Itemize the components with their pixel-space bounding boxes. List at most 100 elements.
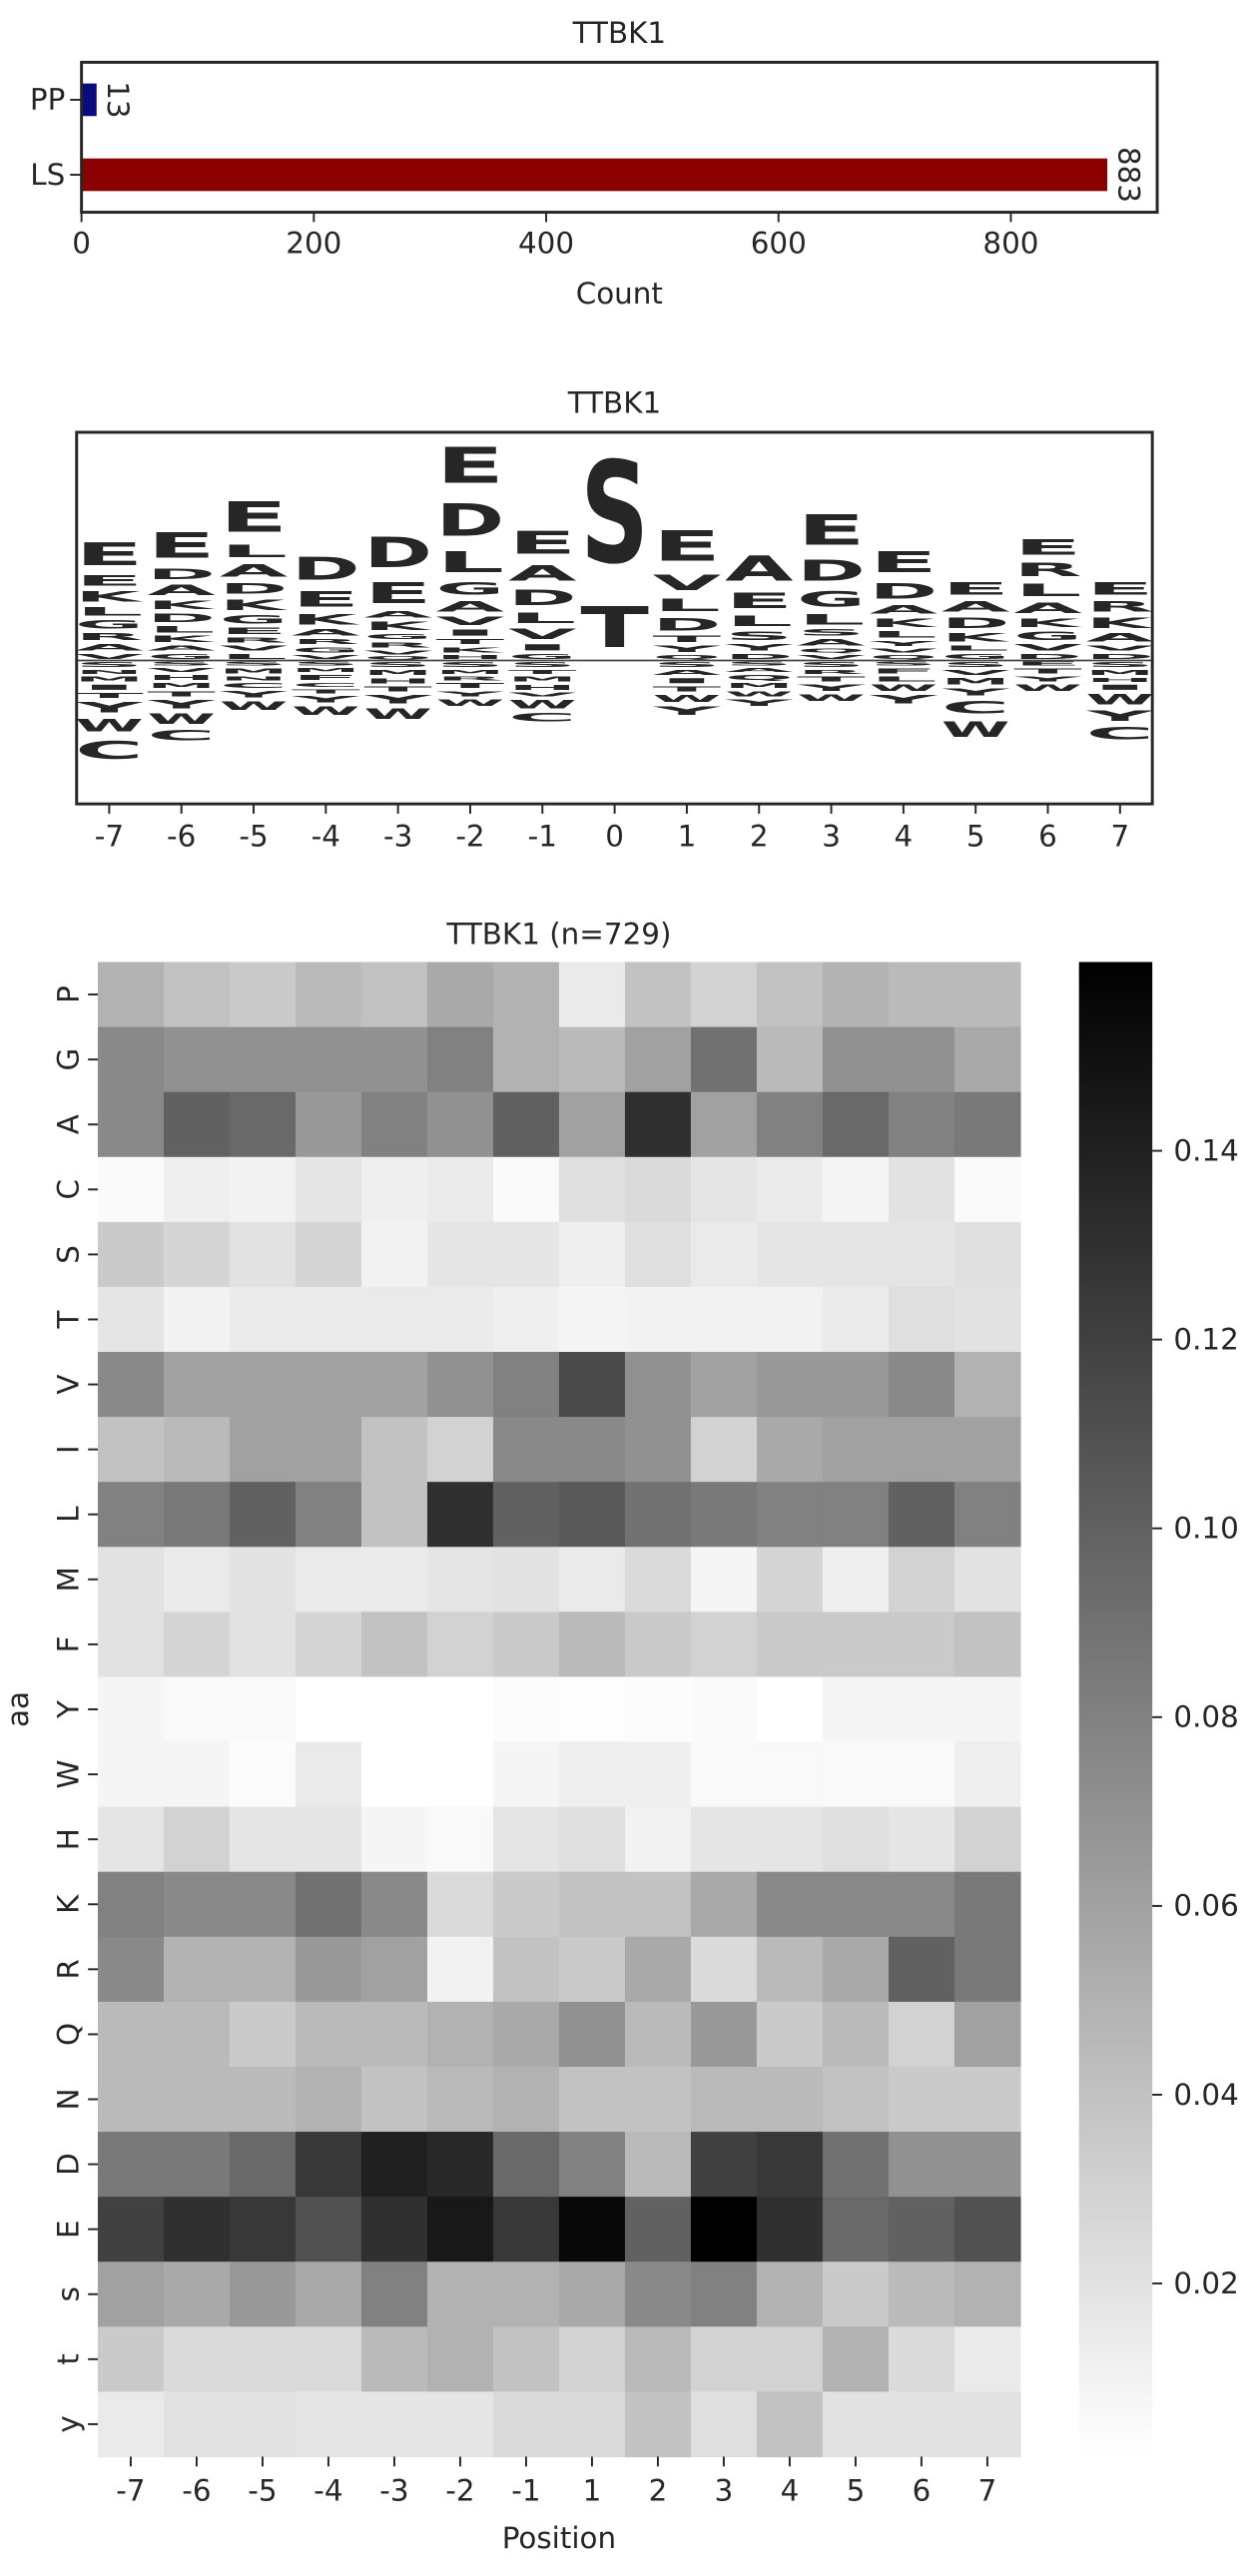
logo-letter: S [725,629,794,642]
logo-letter: H [508,683,577,691]
heat-cell [492,2197,560,2262]
heat-cell [426,1611,494,1678]
logo-letter: A [653,669,722,677]
heat-cell [97,1547,165,1613]
y-tick-label: F [51,1635,85,1652]
heat-cell [295,2326,362,2393]
logo-letter-group: S [580,433,649,596]
x-tick-label: -5 [239,820,268,854]
logo-letter-group: H [1086,677,1155,684]
y-tick-label: Q [51,2023,85,2046]
x-tick-label: 800 [982,226,1038,260]
logo-letter-group: K [147,634,216,644]
logo-letter-group: W [508,698,577,711]
logo-letter: R [436,675,505,682]
heat-cell [822,1871,890,1938]
heat-cell [624,1156,692,1223]
heat-cell [295,1871,362,1938]
heat-cell [822,1676,890,1743]
logo-letter-group: R [292,638,360,646]
heat-cell [888,1871,955,1938]
x-tick-label: 600 [751,226,807,260]
logo-letter: M [147,682,216,690]
logo-letter: R [363,641,432,649]
logo-letter-group: Y [941,687,1010,698]
heat-cell [360,1871,428,1938]
logo-letter-group: A [941,598,1010,614]
plot-frame [75,430,1154,806]
heat-cell [690,1482,758,1548]
heat-cell [229,1871,297,1938]
heat-cell [360,1221,428,1288]
x-tick-label: 1 [678,820,697,854]
heat-cell [756,2066,824,2133]
heat-cell [97,1871,165,1938]
heat-cell [360,2001,428,2068]
logo-letter: W [436,698,505,708]
logo-letter-group: D [725,652,794,660]
heat-cell [426,1352,494,1418]
heat-cell [492,2132,560,2198]
logo-letter-group: D [870,579,939,603]
logo-letter: W [508,698,577,711]
heat-cell [690,1676,758,1743]
heat-cell [163,2066,231,2133]
logo-letter-group: M [508,675,577,683]
heat-cell [163,2132,231,2198]
heat-cell [953,1417,1021,1483]
logo-letter-group: L [725,613,794,629]
y-tick-label: A [51,1114,85,1134]
y-tick-label: T [51,1309,85,1329]
heat-cell [163,1026,231,1093]
logo-letter-group: E [75,572,144,588]
heat-cell [295,1611,362,1678]
heat-cell [426,1286,494,1353]
logo-letter: Y [652,644,721,654]
logo-letter-group: T [1013,667,1082,675]
heat-cell [492,2326,560,2393]
logo-letter: D [508,586,577,610]
heat-cell [360,2326,428,2393]
heat-cell [822,2326,890,2393]
logo-letter: R [75,631,144,642]
logo-letter-group: V [508,692,577,699]
logo-letter-group: E [1013,660,1082,667]
heat-cell [822,962,890,1028]
logo-letter: S [147,660,216,667]
logo-letter-group: G [220,613,289,626]
logo-letter-group: S [1086,660,1155,668]
heat-cell [558,1871,626,1938]
logo-letter-group: R [363,641,432,649]
logo-letter-group: E [725,589,794,613]
logo-letter-group: D [147,566,216,582]
heat-cell [888,1156,955,1223]
logo-letter-group: C [508,711,577,724]
y-tick-label: W [51,1760,85,1789]
heat-cell [492,1352,560,1418]
logo-letter-group: L [436,546,505,579]
logo-letter-group: D [1086,652,1155,660]
heat-cell [426,1871,494,1938]
logo-letter: G [941,652,1010,660]
logo-letter-group: W [725,690,794,698]
logo-letter-group: V [75,652,144,660]
logo-letter: K [292,612,359,628]
logo-letter-group: Y [725,698,794,708]
colorbar-tick-label: 0.06 [1173,1889,1238,1923]
heat-cell [888,1352,955,1418]
logo-letter-group: T [580,595,649,660]
x-tick-label: 200 [286,226,341,260]
logo-letter: A [1086,631,1155,644]
logo-letter-group: I [436,628,505,638]
logo-letter-group: L [653,595,722,614]
x-tick-label: -4 [314,2474,342,2508]
heat-cell [163,1286,231,1353]
logo-letter: L [1013,581,1082,600]
logo-letter: E [1086,579,1155,599]
logo-letter-group: V [941,669,1010,677]
heat-cell [360,1286,428,1353]
x-tick-label: 3 [715,2474,734,2508]
logo-letter-group: I [75,683,144,691]
logo-letter-group: S [941,660,1010,668]
heat-cell [295,1156,362,1223]
